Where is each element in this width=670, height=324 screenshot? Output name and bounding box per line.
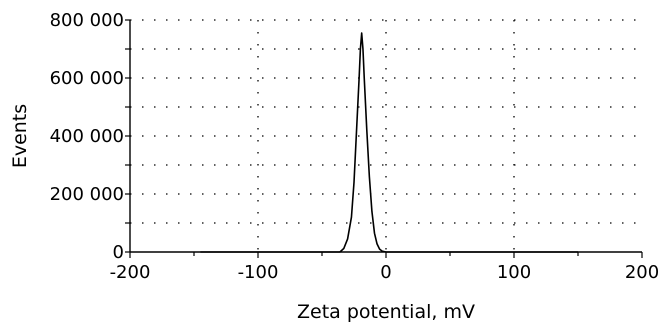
grid bbox=[130, 19, 642, 252]
x-tick-label: 100 bbox=[497, 262, 531, 283]
x-tick-label: -200 bbox=[110, 262, 151, 283]
y-axis-title: Events bbox=[9, 104, 31, 168]
x-tick-label: 200 bbox=[625, 262, 659, 283]
y-tick-label: 0 bbox=[113, 242, 124, 263]
axes bbox=[129, 20, 642, 253]
series-line bbox=[200, 32, 578, 253]
series bbox=[200, 32, 578, 253]
y-tick-label: 400 000 bbox=[50, 126, 124, 147]
y-tick-label: 200 000 bbox=[50, 184, 124, 205]
ticks: -200 -100 0 100 200 0 200 000 400 000 600 000 800… bbox=[50, 10, 660, 283]
x-axis-title: Zeta potential, mV bbox=[297, 301, 475, 323]
y-tick-label: 800 000 bbox=[50, 10, 124, 31]
x-tick-label: -100 bbox=[238, 262, 279, 283]
x-tick-label: 0 bbox=[380, 262, 391, 283]
y-tick-label: 600 000 bbox=[50, 68, 124, 89]
